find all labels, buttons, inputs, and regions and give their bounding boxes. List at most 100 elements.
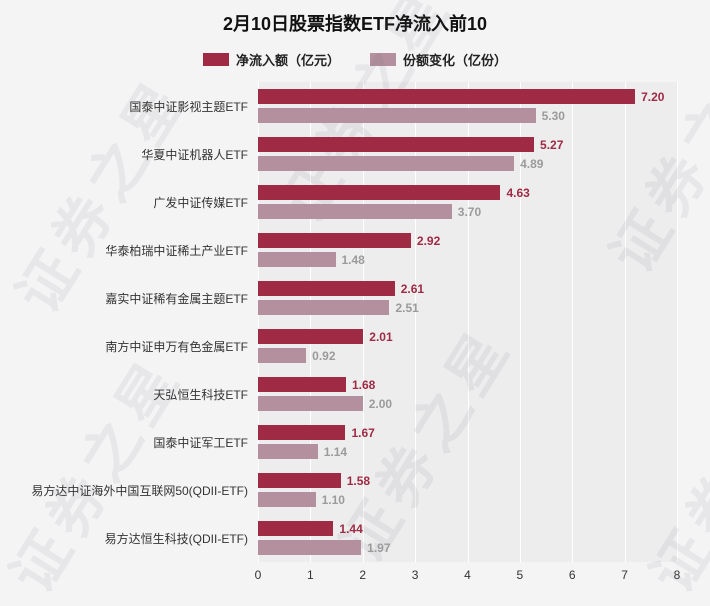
bar-line: 3.70 [258,204,677,219]
legend-label: 份额变化（亿份） [403,52,508,68]
share-change-bar [258,444,318,459]
legend-swatch [202,52,229,66]
share-change-value: 2.00 [368,396,393,411]
x-axis-tick: 8 [673,568,681,582]
x-axis-tick: 4 [464,568,471,582]
bar-row: 1.44 1.97 [258,514,677,562]
gridline [519,82,521,562]
share-change-bar [258,156,515,171]
net-inflow-value: 1.68 [351,377,376,392]
gridline [362,82,364,562]
x-axis-tick: 1 [307,568,314,582]
category-label: 南方中证申万有色金属ETF [105,339,248,354]
category-label: 国泰中证军工ETF [153,435,248,450]
bar-line: 1.97 [258,540,677,555]
axis-spacer [0,562,258,586]
bar-row: 2.01 0.92 [258,322,677,370]
bar-line: 2.01 [258,329,677,344]
share-change-value: 1.48 [341,252,365,267]
gridline [258,82,259,562]
bar-line: 5.27 [258,137,677,152]
net-inflow-bar [258,473,341,488]
category-label: 易方达恒生科技(QDII-ETF) [104,531,248,546]
bar-line: 2.00 [258,396,677,411]
legend-item: 净流入额（亿元） [202,50,340,69]
net-inflow-value: 7.20 [641,89,665,104]
net-inflow-bar [258,329,364,344]
gridline [467,82,469,562]
plot-area: 7.20 5.30 5.27 4.89 4.63 3.70 2.92 1.48 2.61 2.51… [258,82,678,562]
legend-swatch [370,52,396,66]
category-label: 天弘恒生科技ETF [153,387,248,402]
bar-row: 2.61 2.51 [258,274,677,322]
bar-line: 2.51 [258,300,677,315]
bar-row: 2.92 1.48 [258,226,677,274]
share-change-bar [258,396,363,411]
share-change-value: 1.97 [367,540,391,555]
net-inflow-value: 2.01 [369,329,393,344]
legend: 净流入额（亿元） 份额变化（亿份） [0,50,710,68]
x-axis-tick: 6 [568,568,576,582]
bar-line: 1.14 [258,444,677,459]
legend-item: 份额变化（亿份） [370,50,507,69]
legend-label: 净流入额（亿元） [235,52,340,68]
bar-line: 1.48 [258,252,677,267]
net-inflow-value: 4.63 [506,185,530,200]
share-change-bar [258,252,336,267]
share-change-value: 1.10 [321,492,345,507]
bar-row: 5.27 4.89 [258,130,677,178]
bar-row: 1.67 1.14 [258,418,677,466]
gridline [572,82,574,562]
net-inflow-value: 1.58 [346,473,371,488]
net-inflow-value: 2.92 [416,233,441,248]
bar-line: 4.63 [258,185,677,200]
net-inflow-value: 1.67 [351,425,375,440]
x-axis-tick: 2 [359,568,367,582]
share-change-bar [258,492,316,507]
net-inflow-bar [258,233,411,248]
net-inflow-bar [258,521,334,536]
bar-row: 4.63 3.70 [258,178,677,226]
x-axis-tick: 7 [621,568,628,582]
category-label: 国泰中证影视主题ETF [129,99,248,114]
net-inflow-bar [258,185,501,200]
category-label: 华夏中证机器人ETF [141,147,248,162]
net-inflow-value: 5.27 [540,137,564,152]
bar-line: 0.92 [258,348,677,363]
x-axis-tick: 5 [516,568,524,582]
share-change-value: 2.51 [395,300,419,315]
bar-row: 7.20 5.30 [258,82,677,130]
share-change-bar [258,300,390,315]
share-change-bar [258,348,307,363]
x-axis-tick: 3 [411,568,419,582]
bar-line: 5.30 [258,108,677,123]
bar-line: 1.68 [258,377,677,392]
chart-body: 国泰中证影视主题ETF 华夏中证机器人ETF 广发中证传媒ETF 华泰柏瑞中证稀土产业… [0,82,710,562]
bar-row: 1.58 1.10 [258,466,677,514]
axis-row: 0 1 2 3 4 5 6 7 8 [0,562,710,586]
gridline [310,82,312,562]
share-change-bar [258,204,452,219]
share-change-value: 3.70 [457,204,482,219]
category-label: 嘉实中证稀有金属主题ETF [105,291,248,306]
category-label: 易方达中证海外中国互联网50(QDII-ETF) [31,483,248,498]
bar-line: 1.10 [258,492,677,507]
bar-row: 1.68 2.00 [258,370,677,418]
net-inflow-bar [258,89,636,104]
category-label: 华泰柏瑞中证稀土产业ETF [105,243,248,258]
bar-line: 1.67 [258,425,677,440]
net-inflow-bar [258,137,535,152]
x-axis-tick: 0 [254,568,262,582]
gridline [677,82,678,562]
net-inflow-bar [258,425,346,440]
net-inflow-bar [258,281,395,296]
net-inflow-value: 1.44 [339,521,363,536]
bar-line: 2.61 [258,281,677,296]
share-change-value: 1.14 [323,444,348,459]
gridline [624,82,626,562]
x-axis: 0 1 2 3 4 5 6 7 8 [254,562,681,586]
share-change-value: 0.92 [312,348,336,363]
net-inflow-value: 2.61 [400,281,425,296]
category-labels: 国泰中证影视主题ETF 华夏中证机器人ETF 广发中证传媒ETF 华泰柏瑞中证稀土产业… [0,82,258,562]
share-change-value: 4.89 [520,156,544,171]
